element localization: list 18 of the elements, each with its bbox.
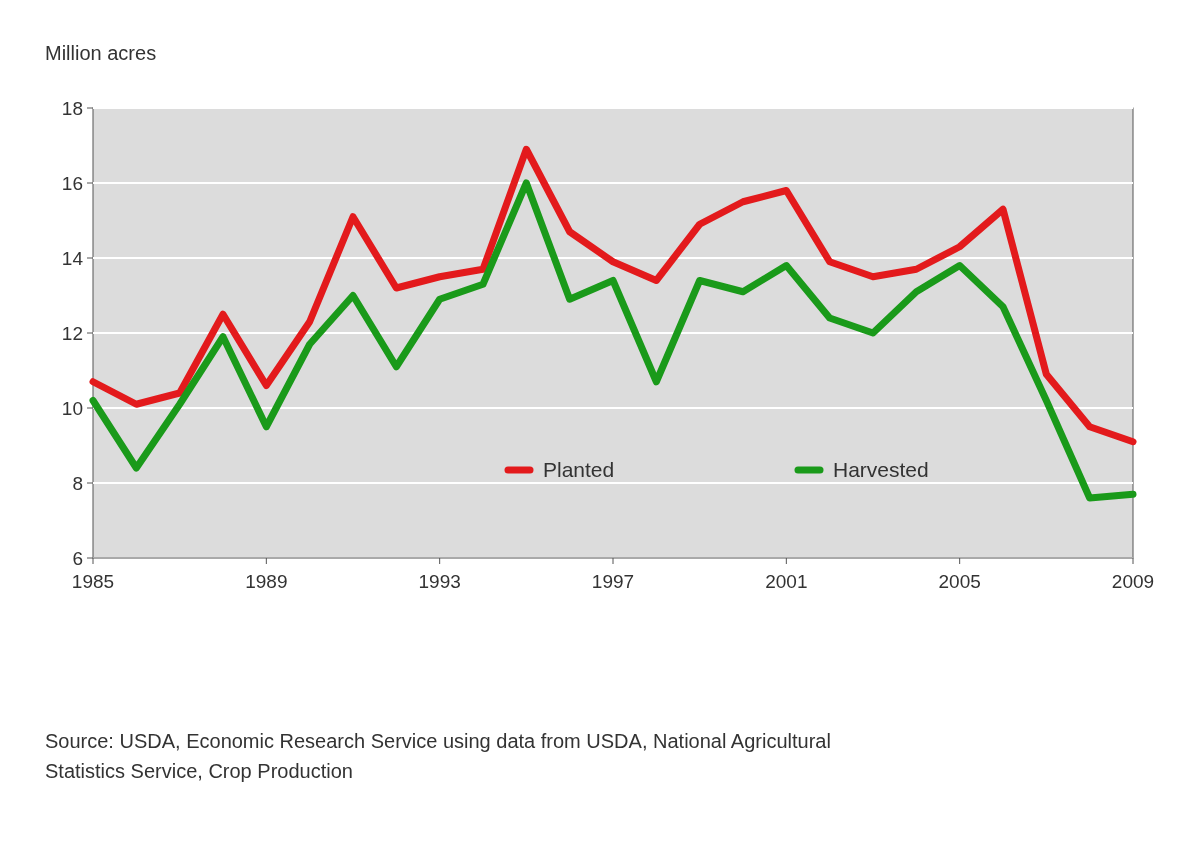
y-tick-label: 6 xyxy=(72,547,83,569)
x-tick-label: 2001 xyxy=(765,571,808,592)
y-tick-label: 12 xyxy=(61,322,83,344)
source-note: Source: USDA, Economic Research Service using data from USDA, National Agricultural Statistics Service, Crop Production xyxy=(45,730,831,782)
y-tick-label: 8 xyxy=(72,472,83,494)
y-axis-title: Million acres xyxy=(45,42,157,64)
legend-label: Planted xyxy=(543,458,615,482)
x-tick-label: 2009 xyxy=(1111,571,1155,592)
x-tick-label: 1985 xyxy=(71,571,115,592)
legend-label: Harvested xyxy=(833,458,929,482)
y-tick-label: 16 xyxy=(61,172,83,194)
y-tick-label: 18 xyxy=(61,97,83,119)
x-tick-label: 1997 xyxy=(591,571,635,592)
y-tick-label: 10 xyxy=(61,397,83,419)
x-tick-label: 1993 xyxy=(418,571,461,592)
x-tick-label: 2005 xyxy=(938,571,981,592)
y-tick-label: 14 xyxy=(61,247,84,269)
x-tick-label: 1989 xyxy=(245,571,288,592)
